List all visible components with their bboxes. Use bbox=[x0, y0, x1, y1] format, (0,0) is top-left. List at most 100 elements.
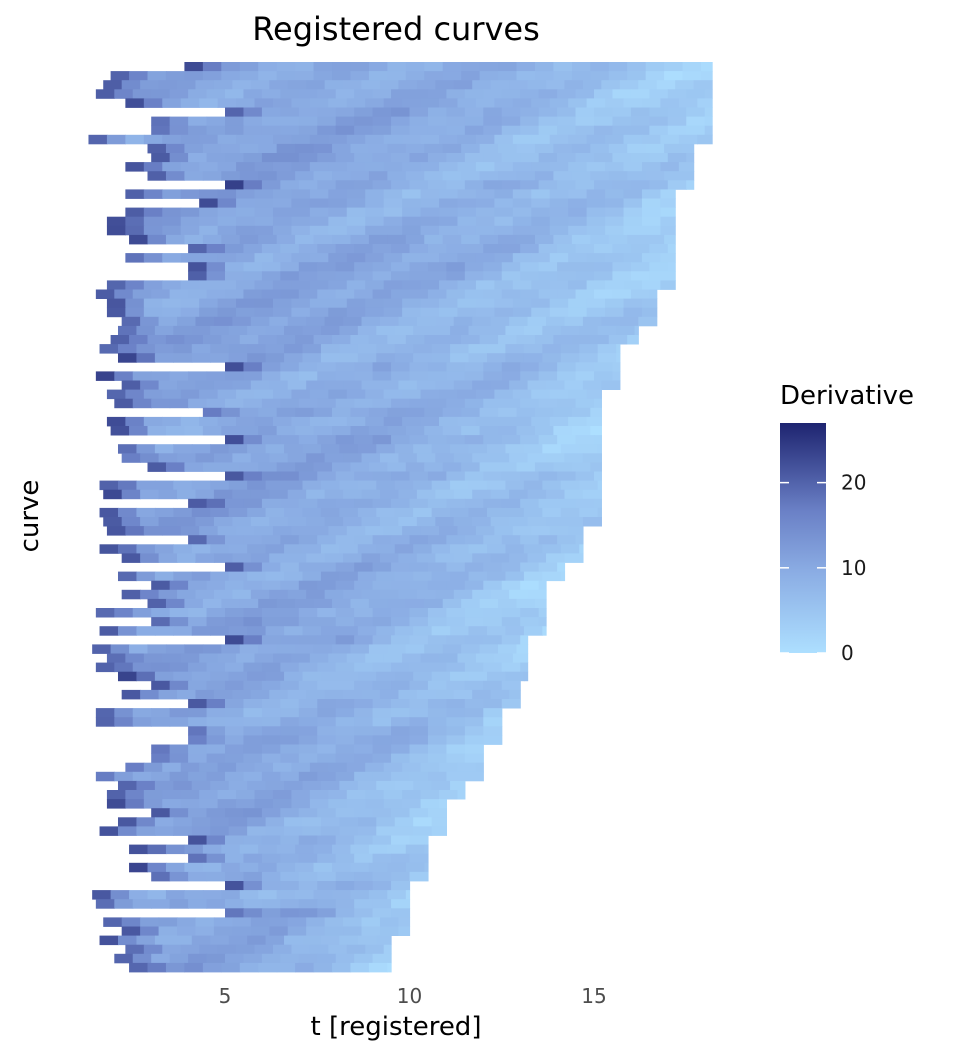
heatmap-cell bbox=[335, 125, 355, 136]
heatmap-cell bbox=[527, 80, 547, 90]
heatmap-cell bbox=[372, 262, 392, 272]
heatmap-cell bbox=[645, 62, 665, 72]
heatmap-cell bbox=[402, 198, 422, 208]
heatmap-cell bbox=[339, 826, 359, 836]
heatmap-cell bbox=[313, 962, 333, 973]
heatmap-cell bbox=[398, 926, 411, 936]
curve-row bbox=[99, 344, 621, 354]
heatmap-cell bbox=[284, 826, 304, 836]
heatmap-cell bbox=[479, 234, 499, 245]
heatmap-cell bbox=[527, 380, 547, 390]
heatmap-cell bbox=[99, 935, 119, 946]
heatmap-cell bbox=[136, 353, 156, 363]
heatmap-cell bbox=[328, 189, 348, 199]
heatmap-cell bbox=[154, 353, 174, 363]
heatmap-cell bbox=[236, 790, 256, 800]
heatmap-cell bbox=[520, 608, 540, 618]
heatmap-cell bbox=[354, 498, 374, 509]
heatmap-cell bbox=[498, 171, 518, 181]
curve-row bbox=[225, 362, 621, 372]
heatmap-cell bbox=[542, 571, 562, 582]
heatmap-cell bbox=[95, 708, 115, 718]
heatmap-cell bbox=[391, 617, 411, 627]
heatmap-cell bbox=[365, 389, 385, 400]
heatmap-cell bbox=[479, 407, 499, 418]
heatmap-cell bbox=[405, 890, 411, 900]
heatmap-cell bbox=[265, 344, 285, 354]
heatmap-cell bbox=[188, 153, 208, 163]
heatmap-cell bbox=[169, 116, 189, 127]
heatmap-cell bbox=[383, 225, 403, 236]
heatmap-cell bbox=[391, 107, 411, 117]
heatmap-cell bbox=[136, 780, 156, 791]
heatmap-cell bbox=[239, 143, 259, 154]
heatmap-cell bbox=[162, 280, 182, 290]
heatmap-cell bbox=[169, 753, 189, 764]
heatmap-cell bbox=[575, 262, 595, 272]
heatmap-cell bbox=[291, 944, 311, 955]
heatmap-cell bbox=[132, 899, 152, 909]
heatmap-cell bbox=[398, 489, 418, 500]
heatmap-cell bbox=[213, 689, 233, 700]
heatmap-cell bbox=[372, 398, 392, 409]
heatmap-cell bbox=[343, 517, 363, 527]
heatmap-cell bbox=[387, 62, 407, 72]
heatmap-cell bbox=[424, 171, 444, 181]
curve-row bbox=[199, 198, 676, 208]
heatmap-cell bbox=[225, 262, 245, 272]
heatmap-cell bbox=[335, 617, 355, 627]
heatmap-cell bbox=[568, 225, 588, 236]
heatmap-cell bbox=[483, 662, 503, 673]
heatmap-cell bbox=[177, 917, 197, 927]
heatmap-cell bbox=[416, 689, 436, 700]
heatmap-cell bbox=[427, 699, 447, 709]
heatmap-cell bbox=[169, 580, 189, 591]
heatmap-cell bbox=[258, 844, 278, 855]
heatmap-cell bbox=[431, 325, 451, 336]
heatmap-cell bbox=[217, 189, 237, 199]
heatmap-cell bbox=[450, 571, 470, 582]
heatmap-cell bbox=[402, 416, 422, 427]
heatmap-cell bbox=[512, 389, 532, 400]
heatmap-cell bbox=[225, 271, 245, 281]
heatmap-cell bbox=[206, 871, 226, 882]
heatmap-cell bbox=[272, 298, 293, 309]
heatmap-cell bbox=[424, 234, 444, 245]
heatmap-cell bbox=[402, 189, 422, 199]
heatmap-cell bbox=[125, 280, 145, 290]
curve-row bbox=[110, 426, 602, 436]
heatmap-cell bbox=[645, 143, 665, 154]
heatmap-cell bbox=[453, 489, 473, 500]
curve-row bbox=[125, 207, 676, 218]
heatmap-cell bbox=[217, 799, 237, 809]
heatmap-cell bbox=[494, 198, 514, 208]
heatmap-cell bbox=[457, 298, 477, 309]
heatmap-cell bbox=[243, 617, 263, 627]
heatmap-cell bbox=[250, 316, 270, 327]
heatmap-cell bbox=[280, 608, 300, 618]
heatmap-cell bbox=[335, 871, 355, 882]
curve-row bbox=[188, 835, 429, 845]
heatmap-cell bbox=[464, 271, 484, 281]
heatmap-cell bbox=[191, 935, 211, 946]
heatmap-cell bbox=[575, 125, 595, 136]
heatmap-cell bbox=[446, 362, 466, 372]
heatmap-cell bbox=[446, 680, 466, 691]
heatmap-cell bbox=[660, 280, 676, 290]
heatmap-cell bbox=[184, 62, 204, 72]
heatmap-cell bbox=[317, 608, 337, 618]
heatmap-cell bbox=[490, 316, 510, 327]
heatmap-cell bbox=[486, 325, 507, 336]
heatmap-cell bbox=[346, 253, 366, 263]
heatmap-cell bbox=[140, 80, 160, 90]
heatmap-cell bbox=[110, 426, 130, 436]
heatmap-cell bbox=[424, 407, 444, 418]
heatmap-cell bbox=[394, 444, 414, 454]
heatmap-cell bbox=[280, 680, 300, 691]
heatmap-cell bbox=[427, 771, 447, 782]
heatmap-cell bbox=[464, 398, 484, 409]
heatmap-cell bbox=[121, 926, 141, 936]
heatmap-cell bbox=[409, 708, 429, 718]
heatmap-cell bbox=[678, 162, 695, 172]
heatmap-cell bbox=[284, 626, 304, 636]
